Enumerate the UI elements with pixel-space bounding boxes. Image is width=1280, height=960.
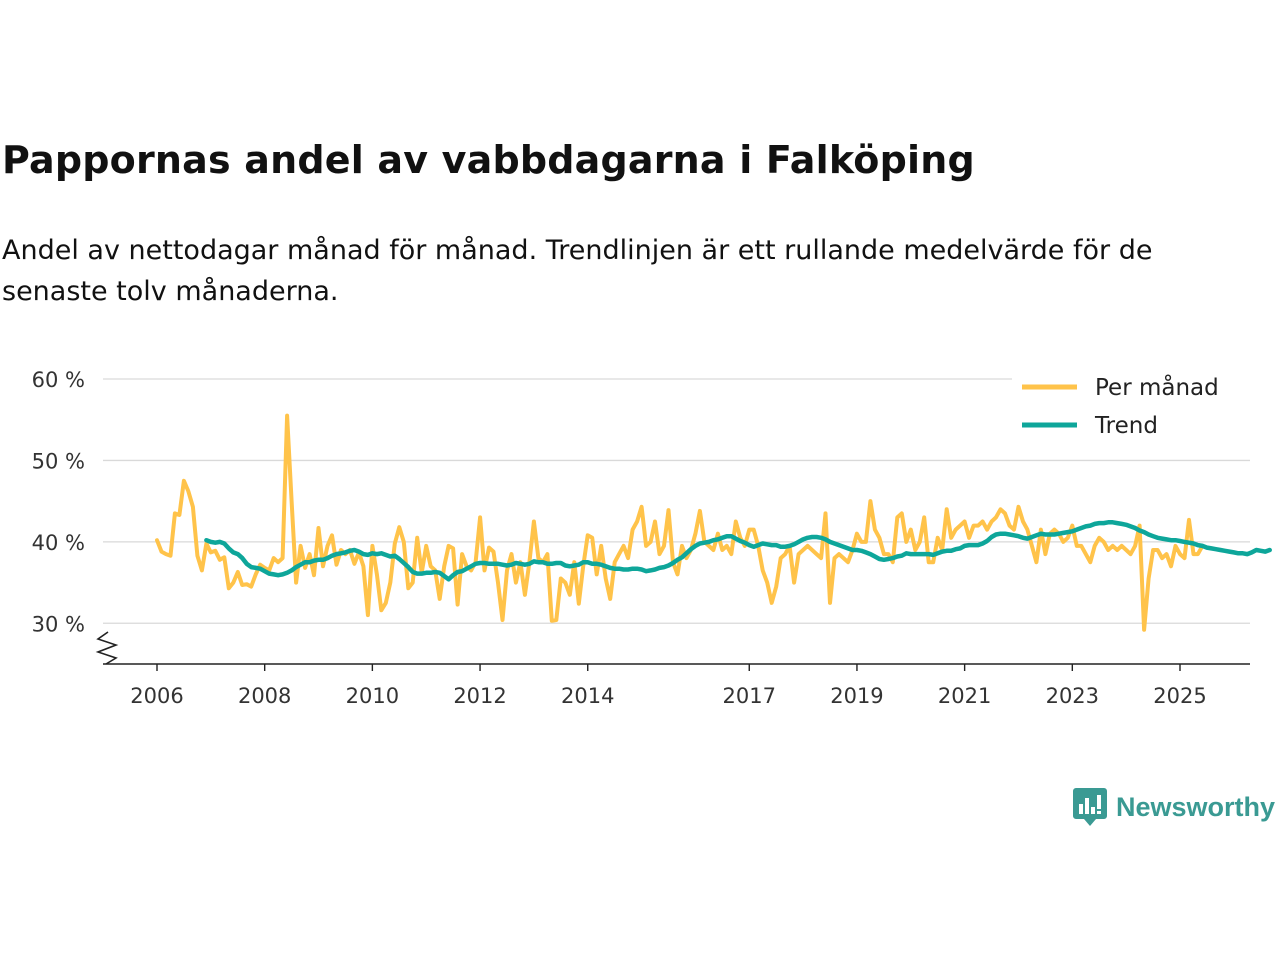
chart-subtitle: Andel av nettodagar månad för månad. Tre… (2, 235, 1153, 307)
chart-title: Pappornas andel av vabbdagarna i Falköpi… (2, 138, 975, 182)
brand-name: Newsworthy (1116, 791, 1276, 822)
x-tick-label: 2017 (723, 684, 776, 708)
x-tick-label: 2019 (830, 684, 883, 708)
legend: Per månad Trend (1012, 373, 1250, 443)
legend-label: Per månad (1095, 373, 1219, 401)
axis-break-icon (95, 631, 119, 665)
x-tick-label: 2023 (1046, 684, 1099, 708)
x-tick-label: 2025 (1153, 684, 1206, 708)
x-tick-label: 2010 (346, 684, 399, 708)
line-chart: 30 % 40 % 50 % 60 % 2006 2008 2010 2012 2014 201… (32, 368, 1272, 708)
series-line-per-manad (155, 413, 1205, 632)
x-tick-label: 2014 (561, 684, 614, 708)
x-axis: 2006 2008 2010 2012 2014 2017 2019 2021 2023 2025 (103, 663, 1250, 708)
legend-label: Trend (1094, 413, 1158, 439)
x-tick-label: 2008 (238, 684, 291, 708)
x-tick-label: 2012 (453, 684, 506, 708)
newsworthy-logo-icon (1073, 788, 1107, 826)
y-tick-label: 40 % (32, 531, 85, 555)
x-tick-label: 2006 (130, 684, 183, 708)
x-tick-label: 2021 (938, 684, 991, 708)
newsworthy-brand[interactable]: Newsworthy (1072, 786, 1275, 828)
series-lines (155, 413, 1272, 632)
y-tick-label: 60 % (32, 368, 85, 392)
y-tick-label: 50 % (32, 449, 85, 473)
y-tick-label: 30 % (32, 612, 85, 636)
series-line-trend (204, 520, 1272, 582)
